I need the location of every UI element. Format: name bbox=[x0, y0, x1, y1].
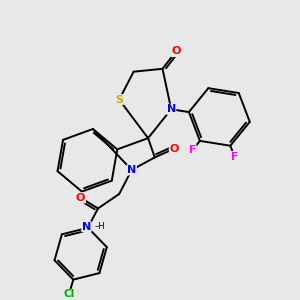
Text: S: S bbox=[115, 94, 123, 105]
Text: O: O bbox=[169, 144, 179, 154]
Text: F: F bbox=[189, 145, 196, 155]
Text: Cl: Cl bbox=[63, 290, 75, 299]
Text: N: N bbox=[127, 165, 136, 175]
Text: O: O bbox=[76, 193, 86, 203]
Text: O: O bbox=[171, 46, 181, 56]
Text: N: N bbox=[82, 222, 91, 232]
Text: –H: –H bbox=[94, 222, 105, 231]
Text: N: N bbox=[167, 104, 176, 114]
Text: F: F bbox=[231, 152, 238, 161]
